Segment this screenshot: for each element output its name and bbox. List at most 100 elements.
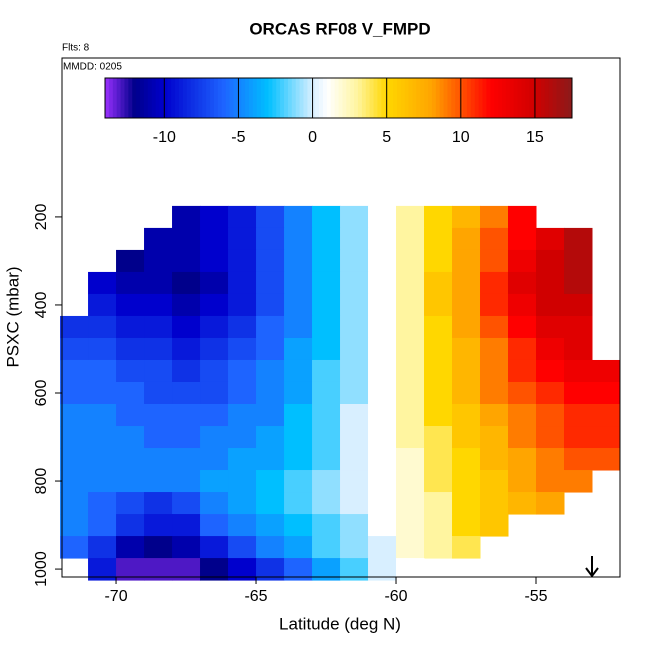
colorbar-swatch (116, 78, 122, 118)
heat-cell (88, 359, 117, 383)
heat-cell (452, 426, 481, 449)
heat-cell (340, 404, 369, 427)
heat-cell (340, 249, 369, 273)
heat-cell (508, 315, 537, 339)
colorbar-swatch (466, 78, 472, 118)
heat-cell (200, 514, 229, 537)
heat-cell (452, 293, 481, 317)
plot-frame (61, 57, 621, 578)
colorbar-swatch (182, 78, 188, 118)
colorbar-swatch (221, 78, 227, 118)
colorbar-swatch (459, 78, 464, 118)
colorbar-swatch (486, 78, 491, 118)
heatmap (60, 205, 621, 581)
heat-cell (368, 293, 397, 317)
colorbar-swatch (198, 78, 203, 118)
heat-cell (60, 536, 89, 559)
heat-cell (368, 404, 397, 427)
x-tick-label: -60 (384, 588, 407, 605)
heat-cell (312, 315, 341, 339)
colorbar-swatch (354, 78, 359, 118)
colorbar-swatch (287, 78, 293, 118)
heat-cell (284, 558, 313, 581)
colorbar-swatch (525, 78, 530, 118)
x-tick-label: -65 (244, 588, 267, 605)
heat-cell (508, 359, 537, 383)
colorbar-swatch (284, 78, 289, 118)
heat-cell (480, 249, 509, 273)
heat-cell (116, 426, 145, 449)
colorbar-swatch (392, 78, 398, 118)
heat-cell (480, 293, 509, 317)
colorbar-swatch (498, 78, 503, 118)
chart-title: ORCAS RF08 V_FMPD (249, 19, 430, 38)
colorbar-swatch (470, 78, 476, 118)
heat-cell (564, 249, 593, 273)
heat-cell (284, 404, 313, 427)
colorbar-swatch (140, 78, 145, 118)
heat-cell (200, 359, 229, 383)
colorbar-swatch (202, 78, 207, 118)
heat-cell (592, 359, 621, 383)
colorbar-swatch (389, 78, 394, 118)
heat-cell (536, 293, 565, 317)
y-tick-label: 800 (33, 468, 50, 495)
heat-cell (172, 381, 201, 405)
heat-cell (340, 293, 369, 317)
heat-cell (172, 558, 201, 581)
colorbar-swatch (357, 78, 363, 118)
heat-cell (396, 536, 425, 559)
heat-cell (368, 558, 397, 581)
heat-cell (200, 293, 229, 317)
heat-cell (88, 293, 117, 317)
heat-cell (536, 381, 565, 405)
heat-cell (396, 271, 425, 295)
heat-cell (312, 448, 341, 471)
heat-cell (256, 470, 285, 493)
heat-cell (340, 381, 369, 405)
colorbar-swatch (365, 78, 371, 118)
heat-cell (536, 337, 565, 361)
heat-cell (228, 227, 257, 251)
heat-cell (368, 448, 397, 471)
colorbar-swatch (206, 78, 211, 118)
heat-cell (144, 315, 173, 339)
heat-cell (228, 492, 257, 515)
colorbar-swatch (260, 78, 266, 118)
heat-cell (256, 293, 285, 317)
colorbar-swatch (163, 78, 168, 118)
heat-cell (144, 492, 173, 515)
colorbar-swatch (175, 78, 180, 118)
colorbar-swatch (416, 78, 421, 118)
heat-cell (200, 205, 229, 229)
y-tick-label: 1000 (33, 551, 50, 587)
heat-cell (60, 315, 89, 339)
heat-cell (144, 359, 173, 383)
colorbar-swatch (529, 78, 534, 118)
heat-cell (312, 271, 341, 295)
heat-cell (340, 492, 369, 515)
heat-cell (312, 249, 341, 273)
heat-cell (312, 536, 341, 559)
heat-cell (312, 359, 341, 383)
heat-cell (172, 492, 201, 515)
heat-cell (312, 293, 341, 317)
heat-cell (312, 470, 341, 493)
heat-cell (172, 271, 201, 295)
heat-cell (116, 492, 145, 515)
heat-cell (88, 514, 117, 537)
heat-cell (88, 558, 117, 581)
heat-cell (480, 404, 509, 427)
heat-cell (368, 315, 397, 339)
heat-cell (144, 448, 173, 471)
heat-cell (452, 514, 481, 537)
heat-cell (60, 426, 89, 449)
heat-cell (116, 271, 145, 295)
colorbar-swatch (155, 78, 160, 118)
heat-cell (480, 492, 509, 515)
heat-cell (396, 558, 425, 581)
heat-cell (508, 205, 537, 229)
heat-cell (508, 227, 537, 251)
heat-cell (312, 404, 341, 427)
heat-cell (200, 381, 229, 405)
